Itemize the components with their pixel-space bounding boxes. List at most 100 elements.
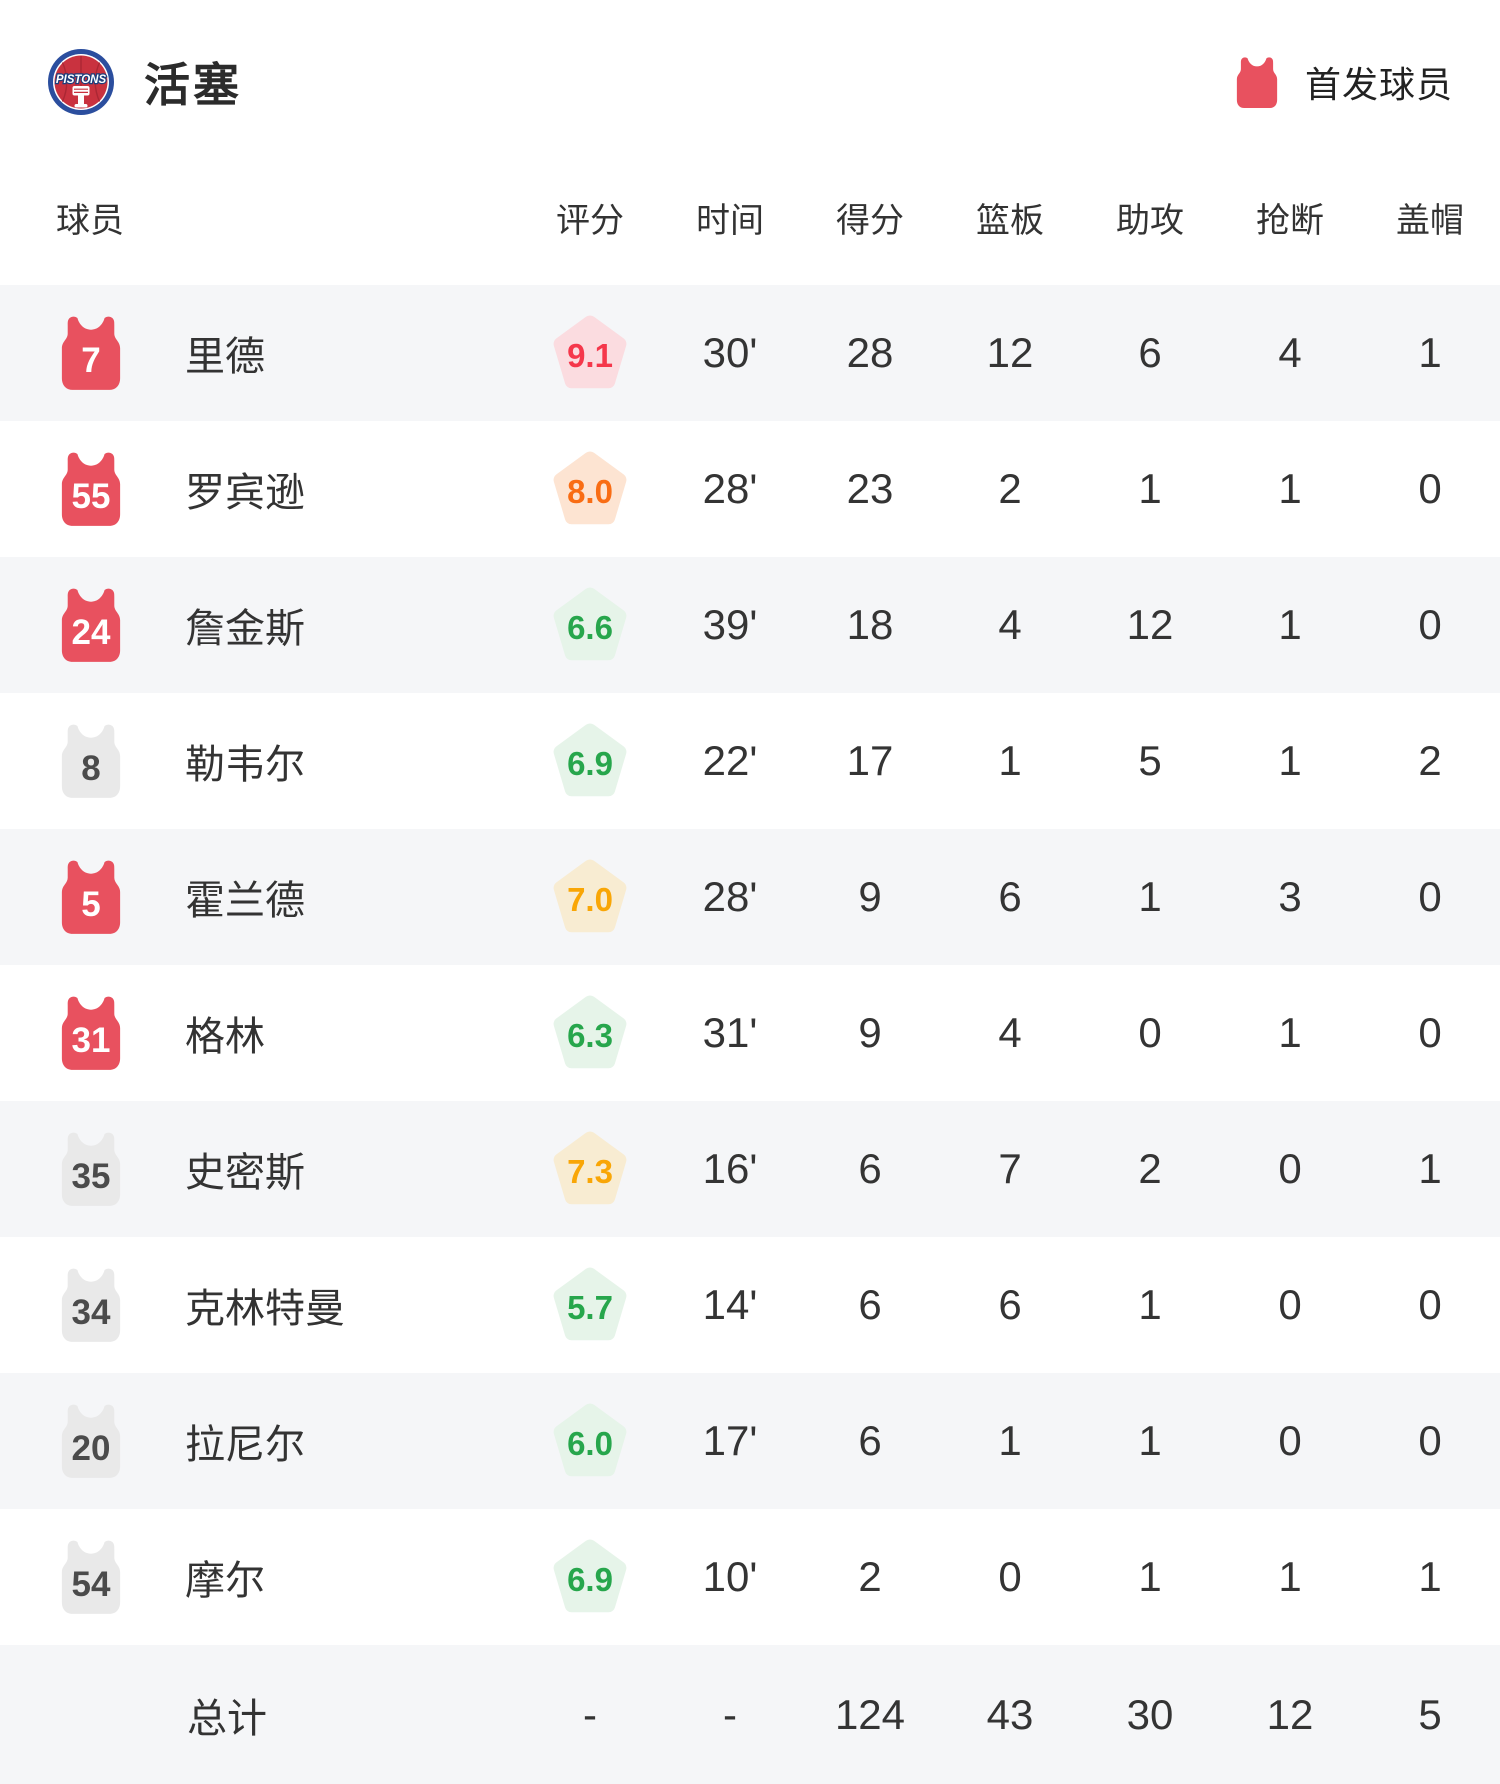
starter-jersey-icon: 7 [58,316,124,390]
stat-points: 9 [858,873,882,920]
rating-value: 7.3 [567,1152,613,1190]
player-cell: 24 詹金斯 [0,588,520,662]
player-name: 霍兰德 [185,879,305,923]
rating-badge: 6.6 [550,587,630,664]
stat-time: 31' [702,1009,758,1056]
player-row[interactable]: 34 克林特曼 5.7 14' 6 6 1 0 0 [0,1237,1500,1373]
stat-rebounds: 12 [986,329,1034,376]
rating-value: 7.0 [567,880,613,918]
stat-steals: 0 [1278,1417,1302,1464]
player-cell: 5 霍兰德 [0,860,520,934]
starter-legend: 首发球员 [1234,56,1453,108]
stat-assists: 12 [1126,601,1174,648]
bench-jersey-icon: 54 [58,1540,124,1614]
stat-points: 23 [846,465,894,512]
total-rating: - [583,1690,597,1738]
player-cell: 7 里德 [0,316,520,390]
starter-jersey-icon [1236,56,1278,108]
player-row[interactable]: 24 詹金斯 6.6 39' 18 4 12 1 0 [0,557,1500,693]
rating-value: 6.9 [567,1560,613,1598]
jersey-number: 5 [81,885,101,924]
player-row[interactable]: 5 霍兰德 7.0 28' 9 6 1 3 0 [0,829,1500,965]
stat-rebounds: 1 [998,1417,1022,1464]
jersey-number: 35 [71,1157,111,1196]
player-name: 勒韦尔 [185,743,305,787]
rating-cell: 6.9 [520,723,660,800]
player-row[interactable]: 7 里德 9.1 30' 28 12 6 4 1 [0,285,1500,421]
player-cell: 31 格林 [0,996,520,1070]
stat-assists: 2 [1138,1145,1162,1192]
player-name: 克林特曼 [185,1287,345,1331]
jersey-number: 31 [71,1021,111,1060]
table-body: 7 里德 9.1 30' 28 12 6 4 1 55 罗宾逊 8.0 28' 23 2 1 1 0 24 詹金斯 6.… [0,285,1500,1784]
total-rebounds: 43 [986,1690,1034,1738]
bench-jersey-icon: 35 [58,1132,124,1206]
rating-cell: 6.9 [520,1539,660,1616]
stat-blocks: 0 [1418,1281,1442,1328]
stat-points: 6 [858,1417,882,1464]
stat-blocks: 1 [1418,1145,1442,1192]
player-name: 格林 [185,1015,265,1059]
jersey-number: 8 [81,749,101,788]
bench-jersey-icon: 34 [58,1268,124,1342]
stat-points: 17 [846,737,894,784]
player-row[interactable]: 54 摩尔 6.9 10' 2 0 1 1 1 [0,1509,1500,1645]
player-cell: 34 克林特曼 [0,1268,520,1342]
jersey-number: 20 [71,1429,111,1468]
totals-label: 总计 [187,1696,267,1741]
player-row[interactable]: 20 拉尼尔 6.0 17' 6 1 1 0 0 [0,1373,1500,1509]
stat-steals: 1 [1278,1553,1302,1600]
jersey-number: 7 [81,341,101,380]
stat-assists: 0 [1138,1009,1162,1056]
player-name: 罗宾逊 [185,471,305,515]
stat-assists: 1 [1138,1417,1162,1464]
total-blocks: 5 [1418,1690,1442,1738]
stat-points: 2 [858,1553,882,1600]
column-header-assists: 助攻 [1116,202,1184,240]
rating-value: 6.6 [567,608,613,646]
total-time: - [723,1690,737,1738]
stat-blocks: 1 [1418,1553,1442,1600]
stat-time: 10' [702,1553,758,1600]
stat-steals: 1 [1278,465,1302,512]
team-header: PISTONS 活塞 首发球员 [0,0,1500,150]
rating-value: 6.0 [567,1424,613,1462]
stat-rebounds: 2 [998,465,1022,512]
player-cell: 54 摩尔 [0,1540,520,1614]
column-header-points: 得分 [836,202,904,240]
player-row[interactable]: 55 罗宾逊 8.0 28' 23 2 1 1 0 [0,421,1500,557]
stat-assists: 1 [1138,1553,1162,1600]
rating-cell: 7.3 [520,1131,660,1208]
stat-blocks: 0 [1418,873,1442,920]
stat-points: 9 [858,1009,882,1056]
stat-blocks: 0 [1418,601,1442,648]
rating-badge: 7.0 [550,859,630,936]
rating-cell: 7.0 [520,859,660,936]
column-header-player: 球员 [56,202,124,240]
stat-blocks: 1 [1418,329,1442,376]
stat-time: 16' [702,1145,758,1192]
rating-badge: 6.3 [550,995,630,1072]
team-logo: PISTONS [48,49,114,115]
bench-jersey-icon: 8 [58,724,124,798]
player-row[interactable]: 8 勒韦尔 6.9 22' 17 1 5 1 2 [0,693,1500,829]
column-header-blocks: 盖帽 [1396,202,1464,240]
rating-cell: 6.0 [520,1403,660,1480]
stat-steals: 0 [1278,1145,1302,1192]
jersey-number: 55 [71,477,111,516]
stat-time: 17' [702,1417,758,1464]
stat-blocks: 0 [1418,1009,1442,1056]
stat-rebounds: 4 [998,601,1022,648]
team-name: 活塞 [144,59,242,111]
total-points: 124 [834,1690,906,1738]
stat-rebounds: 7 [998,1145,1022,1192]
player-row[interactable]: 35 史密斯 7.3 16' 6 7 2 0 1 [0,1101,1500,1237]
player-cell: 8 勒韦尔 [0,724,520,798]
column-header-steals: 抢断 [1256,202,1324,240]
rating-value: 6.9 [567,744,613,782]
player-row[interactable]: 31 格林 6.3 31' 9 4 0 1 0 [0,965,1500,1101]
starter-jersey-icon: 24 [58,588,124,662]
table-header: 球员 评分 时间 得分 篮板 助攻 抢断 盖帽 [0,150,1500,285]
player-cell: 35 史密斯 [0,1132,520,1206]
starter-jersey-icon: 31 [58,996,124,1070]
